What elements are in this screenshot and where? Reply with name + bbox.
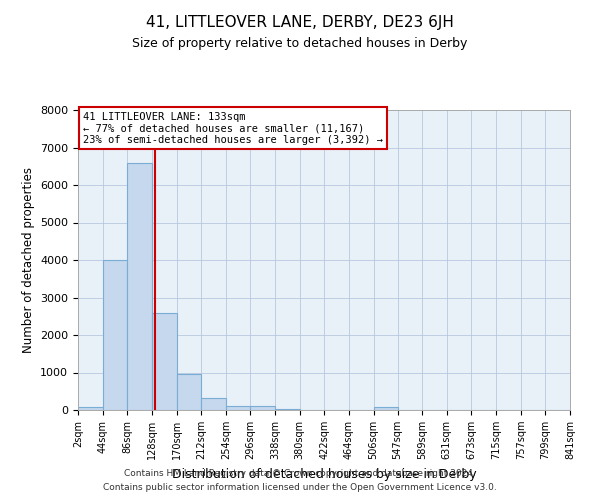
X-axis label: Distribution of detached houses by size in Derby: Distribution of detached houses by size … (172, 468, 476, 480)
Text: 41, LITTLEOVER LANE, DERBY, DE23 6JH: 41, LITTLEOVER LANE, DERBY, DE23 6JH (146, 15, 454, 30)
Bar (152, 312, 176, 410)
Text: Size of property relative to detached houses in Derby: Size of property relative to detached ho… (133, 38, 467, 51)
Bar (127, 162, 152, 410)
Bar (250, 406, 275, 410)
Bar (201, 398, 226, 410)
Text: Contains public sector information licensed under the Open Government Licence v3: Contains public sector information licen… (103, 484, 497, 492)
Bar (78, 407, 103, 410)
Y-axis label: Number of detached properties: Number of detached properties (22, 167, 35, 353)
Text: Contains HM Land Registry data © Crown copyright and database right 2024.: Contains HM Land Registry data © Crown c… (124, 468, 476, 477)
Bar (103, 260, 127, 410)
Bar (176, 374, 201, 410)
Bar (226, 406, 250, 410)
Bar (374, 407, 398, 410)
Bar (275, 409, 299, 410)
Text: 41 LITTLEOVER LANE: 133sqm
← 77% of detached houses are smaller (11,167)
23% of : 41 LITTLEOVER LANE: 133sqm ← 77% of deta… (83, 112, 383, 144)
